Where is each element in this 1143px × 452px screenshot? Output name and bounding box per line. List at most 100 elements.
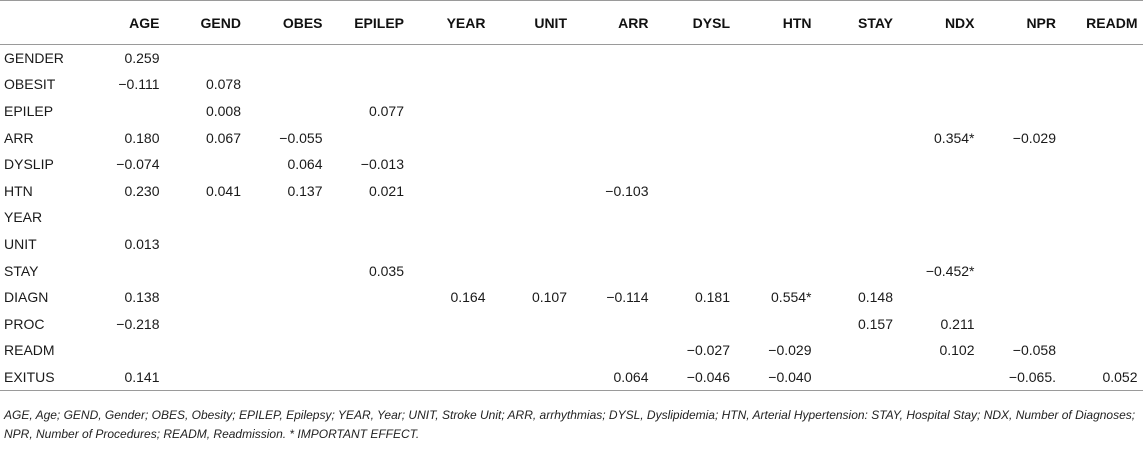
table-cell: −0.040 bbox=[736, 363, 818, 391]
table-cell bbox=[736, 231, 818, 258]
table-cell bbox=[84, 204, 166, 231]
table-cell bbox=[166, 204, 248, 231]
table-cell: 0.052 bbox=[1062, 363, 1143, 391]
table-cell bbox=[736, 177, 818, 204]
table-row: PROC −0.218 0.157 0.211 bbox=[0, 310, 1143, 337]
table-cell: 0.180 bbox=[124, 129, 160, 146]
column-header-obes: OBES bbox=[247, 0, 329, 45]
table-cell bbox=[655, 45, 737, 72]
table-cell bbox=[1062, 310, 1143, 337]
table-cell bbox=[410, 71, 492, 98]
table-cell bbox=[818, 204, 900, 231]
table-cell bbox=[981, 204, 1063, 231]
row-label: YEAR bbox=[4, 209, 43, 226]
table-cell bbox=[1062, 151, 1143, 178]
table-cell: 0.164 bbox=[450, 289, 486, 306]
table-cell bbox=[329, 124, 411, 151]
table-cell bbox=[655, 124, 737, 151]
table-cell bbox=[492, 204, 574, 231]
table-cell bbox=[1062, 124, 1143, 151]
table-cell bbox=[1062, 337, 1143, 364]
table-cell bbox=[1062, 231, 1143, 258]
table-cell bbox=[818, 71, 900, 98]
table-cell bbox=[573, 45, 655, 72]
table-cell: 0.137 bbox=[287, 182, 323, 199]
table-cell bbox=[573, 98, 655, 125]
table-cell: −0.055 bbox=[279, 129, 323, 146]
table-cell bbox=[899, 363, 981, 391]
table-cell bbox=[573, 337, 655, 364]
correlation-table-container: AGE GEND OBES EPILEP YEAR UNIT ARR DYSL HTN STAY N… bbox=[0, 0, 1143, 441]
table-cell bbox=[655, 98, 737, 125]
table-row: EPILEP 0.008 0.077 bbox=[0, 98, 1143, 125]
table-cell bbox=[736, 310, 818, 337]
column-header-ndx: NDX bbox=[899, 0, 981, 45]
table-cell bbox=[655, 177, 737, 204]
table-cell: −0.058 bbox=[1012, 342, 1056, 359]
row-label: HTN bbox=[4, 182, 33, 199]
table-cell bbox=[899, 284, 981, 311]
table-cell: 0.138 bbox=[124, 289, 160, 306]
table-cell bbox=[247, 310, 329, 337]
table-cell bbox=[655, 257, 737, 284]
row-label: DYSLIP bbox=[4, 156, 54, 173]
header-stub-cell bbox=[0, 0, 84, 45]
table-cell bbox=[329, 204, 411, 231]
table-cell bbox=[329, 310, 411, 337]
column-header-unit: UNIT bbox=[491, 0, 573, 45]
table-cell: 0.102 bbox=[939, 342, 975, 359]
table-cell bbox=[247, 337, 329, 364]
table-cell: −0.114 bbox=[606, 289, 649, 306]
table-cell bbox=[492, 45, 574, 72]
table-cell bbox=[165, 363, 247, 391]
table-cell: 0.021 bbox=[368, 182, 404, 199]
table-body: GENDER 0.259 OBESIT −0.111 0.078 EPILEP 0.008 0… bbox=[0, 45, 1143, 391]
column-header-dysl: DYSL bbox=[654, 0, 736, 45]
table-cell bbox=[573, 204, 655, 231]
table-cell: 0.181 bbox=[694, 289, 730, 306]
table-cell bbox=[655, 151, 737, 178]
table-cell: −0.046 bbox=[654, 363, 736, 391]
table-cell bbox=[247, 363, 329, 391]
table-cell bbox=[818, 124, 900, 151]
table-cell: 0.354* bbox=[934, 129, 975, 146]
table-cell bbox=[1062, 98, 1143, 125]
table-header-row: AGE GEND OBES EPILEP YEAR UNIT ARR DYSL HTN STAY N… bbox=[0, 0, 1143, 45]
table-cell bbox=[247, 45, 329, 72]
table-row: READM −0.027 −0.029 0.102 −0.058 bbox=[0, 337, 1143, 364]
table-cell bbox=[247, 231, 329, 258]
table-cell: 0.008 bbox=[205, 102, 241, 119]
table-cell bbox=[655, 231, 737, 258]
table-cell bbox=[817, 363, 899, 391]
table-cell bbox=[899, 45, 981, 72]
table-cell bbox=[410, 363, 492, 391]
table-cell bbox=[328, 363, 410, 391]
table-cell bbox=[247, 204, 329, 231]
table-cell bbox=[492, 310, 574, 337]
table-cell: 0.077 bbox=[368, 102, 404, 119]
table-cell bbox=[166, 45, 248, 72]
row-label: DIAGN bbox=[4, 289, 49, 306]
table-cell: 0.157 bbox=[857, 315, 893, 332]
table-cell bbox=[492, 231, 574, 258]
table-cell bbox=[655, 71, 737, 98]
table-cell: 0.141 bbox=[84, 363, 166, 391]
table-row: HTN 0.230 0.041 0.137 0.021 −0.103 bbox=[0, 177, 1143, 204]
table-cell: 0.064 bbox=[287, 156, 323, 173]
table-cell bbox=[981, 71, 1063, 98]
table-cell bbox=[166, 151, 248, 178]
table-cell: −0.111 bbox=[118, 76, 160, 93]
table-cell bbox=[899, 71, 981, 98]
table-cell bbox=[736, 124, 818, 151]
table-cell bbox=[736, 204, 818, 231]
table-row: EXITUS 0.141 0.064 −0.046 −0.040 −0.065. 0.052 bbox=[0, 363, 1143, 391]
table-cell: −0.013 bbox=[360, 156, 404, 173]
column-header-npr: NPR bbox=[980, 0, 1062, 45]
table-cell: 0.148 bbox=[857, 289, 893, 306]
table-cell bbox=[981, 284, 1063, 311]
table-cell bbox=[736, 45, 818, 72]
row-label: EPILEP bbox=[4, 102, 54, 119]
table-cell bbox=[492, 98, 574, 125]
table-cell bbox=[491, 363, 573, 391]
table-row: OBESIT −0.111 0.078 bbox=[0, 71, 1143, 98]
